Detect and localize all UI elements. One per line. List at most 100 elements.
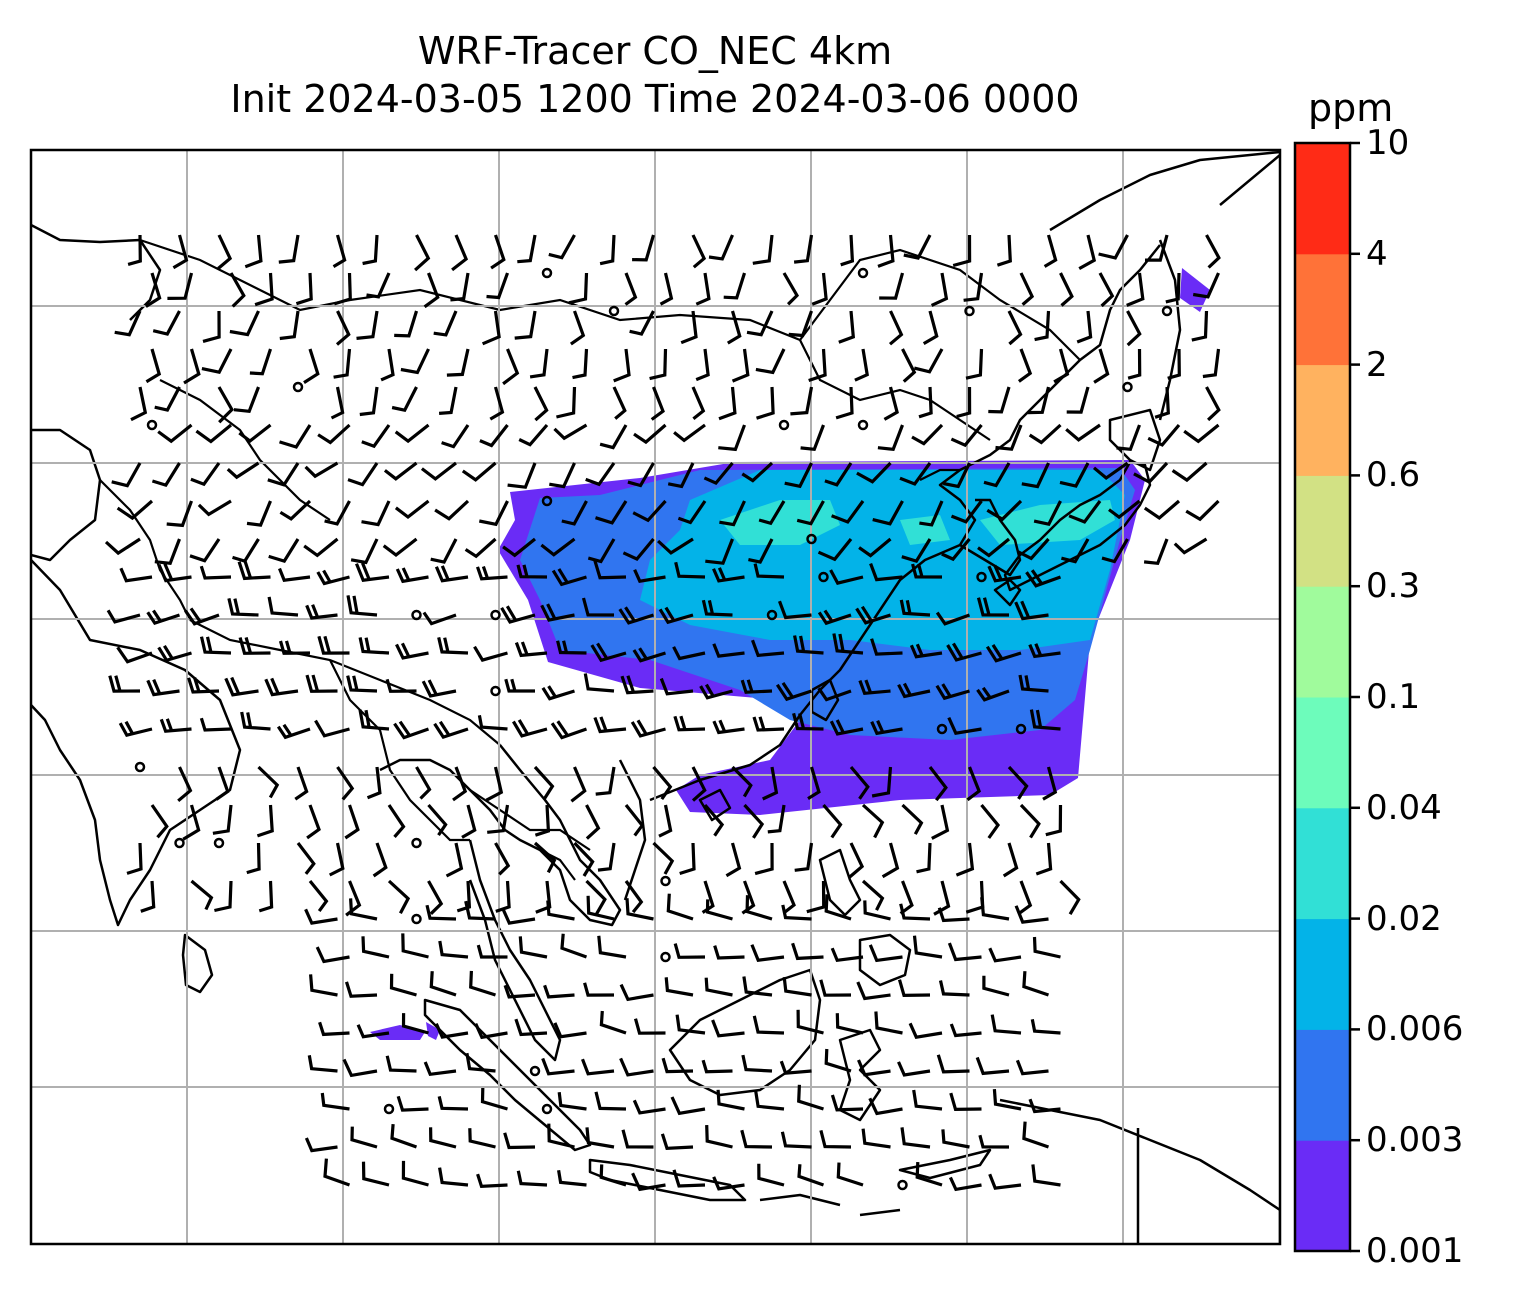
wind-barb	[982, 975, 1010, 997]
wind-barb	[597, 842, 616, 872]
wind-barb	[430, 538, 458, 564]
wind-barb	[949, 1023, 982, 1038]
wind-barb	[901, 348, 917, 383]
calm-wind-marker	[541, 1103, 553, 1115]
wind-barb	[767, 804, 786, 834]
wind-barb	[423, 1061, 457, 1077]
plume-02c	[900, 515, 950, 545]
wind-barb	[478, 500, 509, 527]
wind-barb	[740, 1129, 773, 1149]
wind-barb	[868, 944, 903, 963]
wind-barb	[928, 766, 948, 802]
wind-barb	[599, 1010, 627, 1035]
wind-barb	[941, 537, 971, 562]
wind-barb	[569, 310, 586, 346]
wind-barb	[1145, 234, 1169, 262]
wind-barb	[487, 804, 510, 834]
wind-barb	[782, 976, 812, 997]
wind-barb	[295, 272, 313, 306]
wind-barb	[899, 880, 914, 915]
wind-barb	[437, 1096, 469, 1111]
wind-barb	[108, 675, 141, 693]
wind-barb	[468, 1128, 496, 1149]
calm-wind-marker	[976, 571, 987, 583]
wind-barb	[1143, 538, 1169, 566]
wind-barb	[547, 1123, 575, 1149]
wind-barb	[590, 642, 627, 663]
wind-barb	[393, 720, 430, 740]
wind-barb	[197, 499, 232, 517]
wind-barb	[947, 942, 982, 962]
wind-barbs	[104, 234, 1221, 1192]
wind-barb	[396, 1095, 429, 1112]
wind-barb	[504, 678, 535, 693]
wind-barb	[838, 310, 856, 344]
wind-barb	[899, 462, 932, 486]
wind-barb	[913, 348, 944, 374]
wind-barb	[758, 500, 786, 526]
wind-barb	[394, 499, 430, 520]
wind-barb	[427, 803, 448, 836]
wind-barb	[750, 944, 785, 962]
wind-barb	[595, 500, 628, 525]
calm-wind-marker	[411, 913, 422, 925]
wind-barb	[434, 499, 470, 521]
wind-barb	[237, 560, 271, 581]
wind-barb	[469, 970, 496, 997]
wind-barb	[347, 462, 379, 487]
wind-barb	[183, 348, 201, 385]
wind-barb	[718, 386, 737, 421]
colorbar-segment	[1295, 807, 1350, 920]
wind-barb	[659, 677, 694, 696]
wind-barb	[1167, 348, 1181, 380]
wind-barb	[632, 234, 656, 262]
plume-ne	[1180, 268, 1210, 312]
wind-barb	[819, 979, 852, 997]
wind-barb	[1066, 386, 1090, 414]
wind-barb	[667, 462, 695, 489]
wind-barb	[212, 804, 233, 835]
wind-barb	[217, 234, 233, 270]
wind-barb	[621, 1129, 654, 1149]
wind-barb	[446, 348, 470, 377]
wind-barb	[629, 310, 655, 336]
wind-barb	[450, 272, 470, 302]
wind-barb	[855, 605, 891, 625]
wind-barb	[753, 563, 785, 579]
wind-barb	[130, 386, 148, 422]
philippines-luzon	[818, 848, 862, 917]
wind-barb	[362, 234, 379, 266]
wind-barb	[332, 234, 347, 268]
wind-barb	[870, 638, 903, 656]
new-guinea	[999, 1098, 1280, 1244]
wind-barb	[464, 900, 496, 921]
wind-barb	[512, 719, 548, 738]
wind-barb	[1019, 272, 1035, 306]
calm-wind-marker	[1015, 723, 1027, 735]
wind-barb	[699, 683, 733, 700]
wind-barb	[705, 899, 733, 921]
wind-barb	[503, 984, 536, 999]
wind-barb	[874, 1011, 903, 1035]
wind-barb	[541, 1057, 575, 1076]
russia-border	[139, 238, 1081, 361]
wind-barb	[922, 310, 939, 345]
wind-barb	[177, 766, 193, 803]
wind-barb	[666, 893, 694, 921]
colorbar-tick-label: 0.6	[1366, 455, 1421, 496]
wind-barb	[434, 565, 469, 583]
wind-barb	[154, 386, 181, 412]
wind-barb	[691, 234, 707, 269]
wind-barb	[1078, 234, 1097, 270]
wind-barb	[746, 310, 774, 337]
wind-barb	[976, 597, 1010, 617]
wind-barb	[427, 880, 444, 915]
wind-barb	[1034, 310, 1051, 342]
wind-barb	[1068, 500, 1102, 524]
wind-barb	[632, 1099, 666, 1115]
wind-barb	[856, 981, 891, 1001]
wind-barb	[152, 310, 181, 336]
wind-barb	[599, 1164, 627, 1187]
wind-barb	[572, 348, 589, 380]
colorbar-tick-label: 0.04	[1366, 787, 1442, 828]
